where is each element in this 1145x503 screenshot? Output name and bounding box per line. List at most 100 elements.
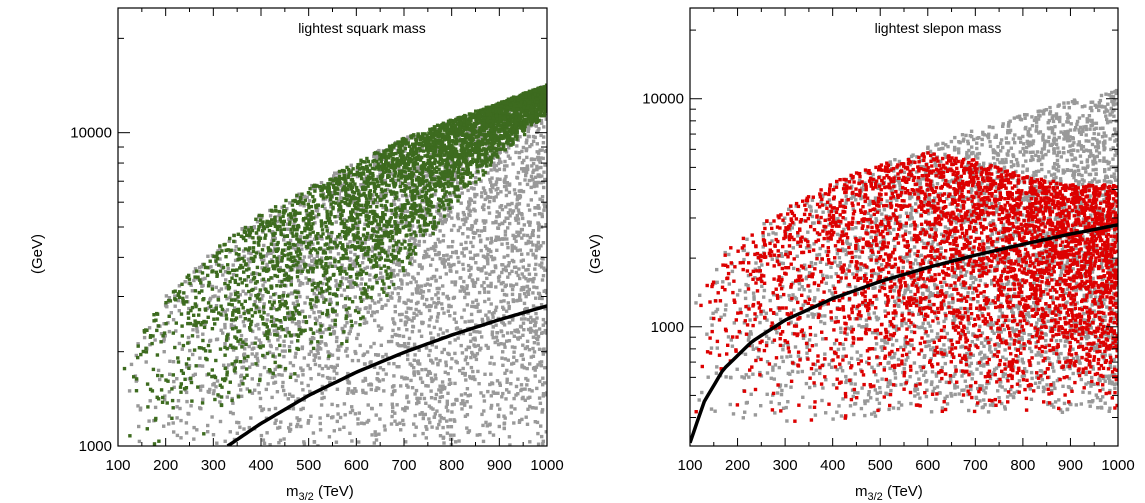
data-point — [525, 345, 530, 349]
data-point — [473, 280, 478, 285]
data-point — [429, 406, 433, 410]
data-point — [416, 399, 420, 403]
data-point — [306, 363, 310, 368]
data-point — [410, 197, 415, 202]
data-point — [490, 186, 495, 190]
data-point — [271, 352, 275, 356]
data-point — [275, 328, 279, 332]
data-point — [319, 219, 323, 223]
data-point — [504, 309, 509, 313]
data-point — [425, 297, 429, 302]
data-point — [308, 192, 312, 196]
data-point — [305, 281, 310, 285]
data-point — [403, 240, 407, 244]
data-point — [514, 393, 518, 397]
data-point — [232, 362, 236, 366]
data-point — [471, 352, 475, 356]
data-point — [436, 333, 441, 337]
data-point — [381, 163, 385, 167]
data-point — [515, 195, 520, 199]
data-point — [486, 318, 490, 322]
data-point — [476, 139, 480, 143]
data-point — [498, 159, 502, 164]
data-point — [511, 162, 515, 166]
data-point — [454, 398, 458, 402]
data-point — [153, 338, 157, 342]
data-point — [511, 284, 515, 288]
data-point — [314, 248, 318, 252]
data-point — [475, 167, 479, 172]
data-point — [397, 144, 401, 149]
data-point — [420, 189, 425, 194]
data-point — [406, 138, 410, 142]
data-point — [358, 166, 362, 170]
data-point — [278, 218, 282, 222]
data-point — [410, 224, 415, 228]
data-point — [202, 347, 206, 351]
data-point — [250, 352, 254, 356]
data-point — [467, 275, 472, 279]
data-point — [365, 350, 370, 354]
data-point — [447, 304, 451, 309]
data-point — [362, 177, 366, 181]
data-point — [519, 383, 524, 387]
data-point — [512, 355, 516, 359]
data-point — [400, 312, 404, 317]
data-point — [311, 331, 316, 335]
data-point — [351, 223, 355, 227]
data-point — [249, 319, 254, 324]
data-point — [261, 283, 265, 287]
data-point — [433, 175, 437, 179]
data-point — [412, 373, 417, 377]
data-point — [372, 185, 377, 189]
data-point — [332, 429, 336, 433]
data-point — [535, 316, 539, 320]
data-point — [497, 157, 502, 161]
data-point — [306, 421, 310, 425]
data-point — [489, 284, 493, 289]
data-point — [302, 440, 306, 444]
data-point — [340, 282, 344, 286]
data-point — [253, 255, 257, 259]
data-point — [541, 330, 545, 335]
data-point — [449, 193, 453, 197]
data-point — [353, 309, 358, 313]
data-point — [440, 302, 444, 306]
data-point — [353, 252, 357, 257]
data-point — [421, 149, 426, 153]
data-point — [296, 260, 300, 265]
data-point — [410, 386, 415, 390]
data-point — [373, 318, 377, 323]
data-point — [257, 225, 261, 229]
data-point — [313, 316, 318, 320]
data-point — [412, 277, 416, 281]
data-point — [519, 110, 524, 114]
data-point — [329, 300, 333, 305]
data-point — [337, 260, 341, 264]
data-point — [516, 273, 520, 278]
data-point — [141, 349, 145, 354]
data-point — [318, 236, 322, 240]
data-point — [427, 353, 431, 358]
data-point — [471, 181, 476, 185]
data-point — [301, 267, 305, 271]
data-point — [397, 167, 401, 171]
data-point — [469, 198, 474, 202]
data-point — [166, 379, 170, 383]
data-point — [443, 167, 447, 171]
data-point — [365, 156, 369, 161]
data-point — [499, 299, 503, 304]
data-point — [494, 323, 498, 327]
data-point — [515, 137, 519, 141]
data-point — [240, 365, 244, 370]
data-point — [243, 317, 247, 321]
data-point — [462, 222, 466, 227]
data-point — [308, 234, 312, 239]
data-point — [320, 396, 324, 401]
data-point — [512, 421, 516, 425]
data-point — [529, 102, 534, 107]
data-point — [521, 313, 526, 317]
data-point — [301, 282, 305, 286]
data-point — [343, 413, 347, 417]
data-point — [403, 376, 408, 380]
